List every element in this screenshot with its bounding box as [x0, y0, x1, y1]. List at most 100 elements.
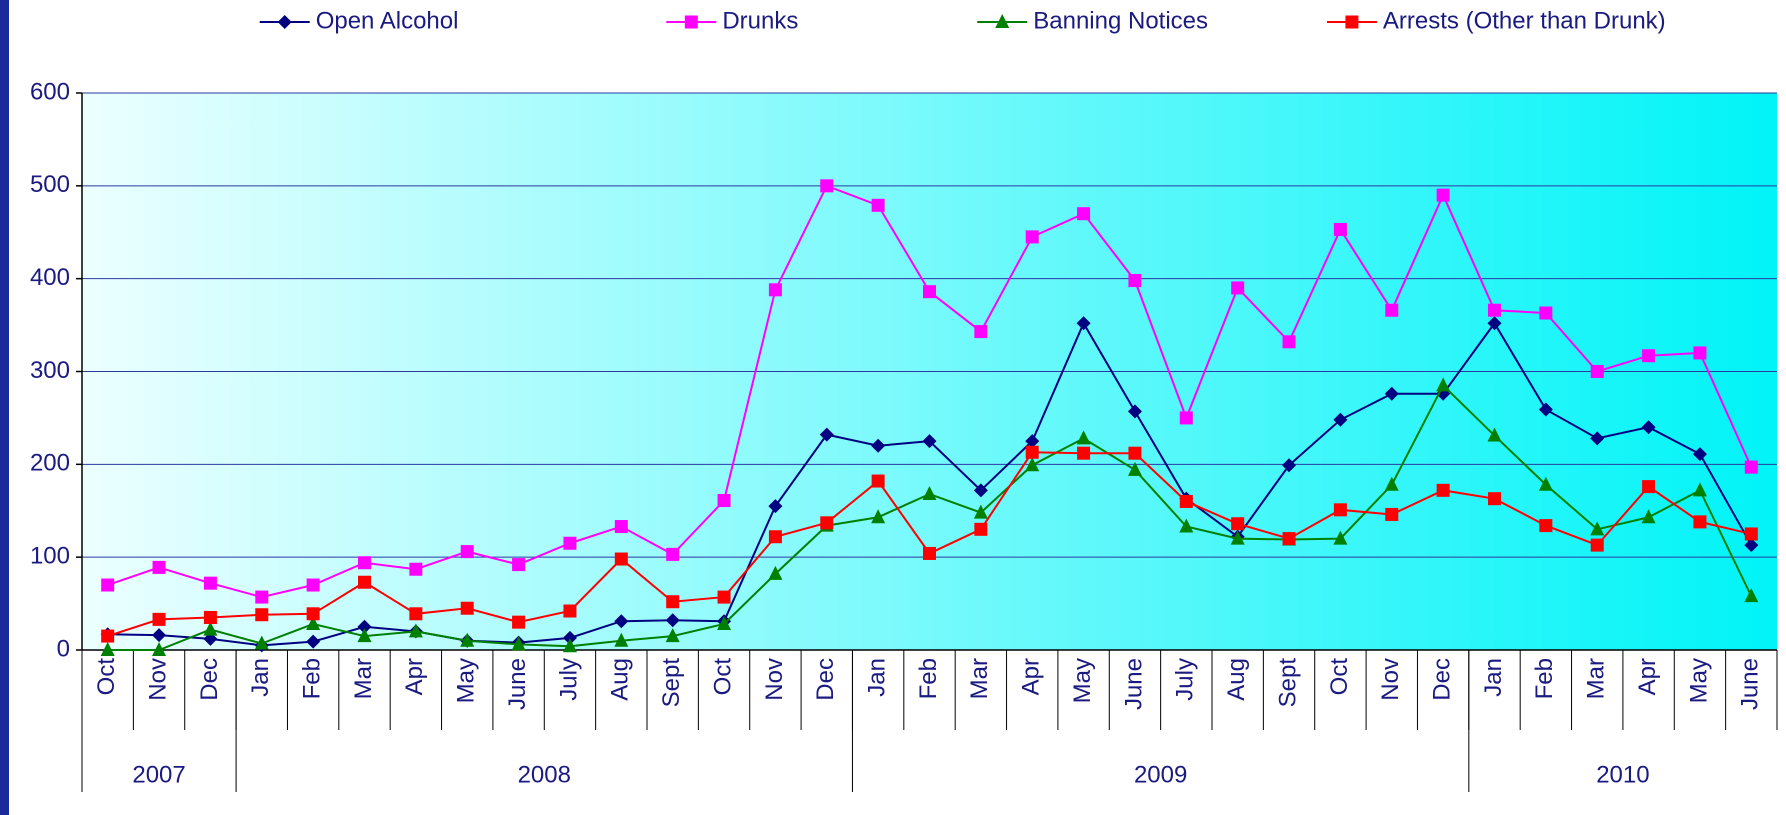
marker [1744, 588, 1759, 603]
side-strip [0, 0, 9, 815]
marker [666, 595, 680, 609]
year-label: 2007 [132, 761, 185, 788]
x-tick-label: July [1172, 658, 1199, 701]
x-tick-label: Feb [1531, 658, 1558, 699]
marker [614, 520, 628, 534]
marker [1693, 346, 1707, 360]
marker [152, 628, 167, 643]
marker [1333, 222, 1347, 236]
marker [717, 616, 732, 631]
marker [871, 198, 885, 212]
marker [820, 179, 834, 193]
marker [1488, 303, 1501, 317]
marker [1539, 519, 1553, 533]
marker [973, 483, 988, 498]
marker [255, 608, 269, 622]
x-tick-label: May [1685, 658, 1712, 703]
marker [1025, 230, 1039, 244]
x-tick-label: Feb [298, 658, 325, 699]
marker [1282, 335, 1296, 349]
marker [1333, 412, 1348, 427]
x-tick-label: June [1737, 658, 1764, 710]
marker [1539, 306, 1553, 320]
marker [512, 615, 526, 629]
marker [1282, 458, 1297, 473]
marker [666, 547, 680, 561]
marker [512, 558, 526, 572]
x-tick-label: June [1120, 658, 1147, 710]
marker [1744, 527, 1758, 541]
x-tick-label: Feb [915, 658, 942, 699]
marker [1641, 420, 1656, 435]
marker [717, 494, 731, 508]
x-tick-label: Apr [1018, 658, 1045, 695]
legend-label: Banning Notices [1033, 7, 1208, 34]
year-label: 2008 [518, 761, 571, 788]
marker [768, 530, 782, 544]
marker [511, 636, 526, 651]
legend-label: Open Alcohol [316, 7, 459, 34]
marker [1744, 460, 1758, 474]
marker [819, 427, 834, 442]
marker [358, 575, 371, 589]
marker [1333, 530, 1348, 545]
marker [306, 616, 321, 631]
marker [922, 434, 937, 449]
marker [614, 632, 629, 647]
marker [1230, 530, 1245, 545]
marker [768, 499, 783, 514]
x-tick-label: Aug [1223, 658, 1250, 701]
marker [1692, 447, 1707, 462]
x-tick-label: Nov [144, 658, 171, 701]
x-tick-label: Jan [247, 658, 274, 697]
y-tick-label: 200 [30, 450, 70, 477]
marker [974, 325, 988, 339]
y-tick-label: 300 [30, 357, 70, 384]
marker [665, 613, 680, 628]
marker [1436, 377, 1451, 392]
marker [460, 601, 474, 615]
x-tick-label: Jan [1480, 658, 1507, 697]
marker [255, 590, 269, 604]
x-tick-label: Mar [350, 658, 377, 699]
x-tick-label: Dec [196, 658, 223, 701]
marker [1538, 476, 1553, 491]
marker [614, 614, 629, 629]
marker [1282, 532, 1296, 546]
x-tick-label: Apr [1634, 658, 1661, 695]
marker [871, 474, 885, 488]
x-tick-label: Mar [1583, 658, 1610, 699]
marker [460, 545, 474, 559]
marker [1590, 365, 1604, 378]
year-label: 2009 [1134, 761, 1187, 788]
x-tick-label: Apr [401, 658, 428, 695]
marker [1436, 188, 1450, 202]
x-tick-label: Sept [1274, 658, 1301, 708]
marker [357, 619, 372, 634]
marker [1590, 431, 1605, 446]
marker [1231, 281, 1245, 295]
marker [203, 621, 218, 636]
marker [1744, 538, 1759, 553]
x-tick-label: Sept [658, 658, 685, 708]
y-tick-label: 0 [57, 635, 70, 662]
marker [1179, 411, 1193, 425]
marker [1384, 476, 1399, 491]
marker [1231, 517, 1245, 531]
marker [871, 509, 886, 524]
marker [1076, 430, 1091, 445]
y-tick-label: 400 [30, 264, 70, 291]
marker [203, 611, 217, 625]
marker [254, 635, 269, 650]
marker [1076, 316, 1091, 331]
marker [1384, 386, 1399, 401]
marker [1590, 538, 1604, 552]
marker [1590, 521, 1605, 536]
year-label: 2010 [1596, 761, 1649, 788]
x-tick-label: June [504, 658, 531, 710]
marker [1385, 507, 1399, 521]
marker [408, 623, 423, 638]
marker [409, 607, 423, 621]
marker [152, 560, 166, 574]
